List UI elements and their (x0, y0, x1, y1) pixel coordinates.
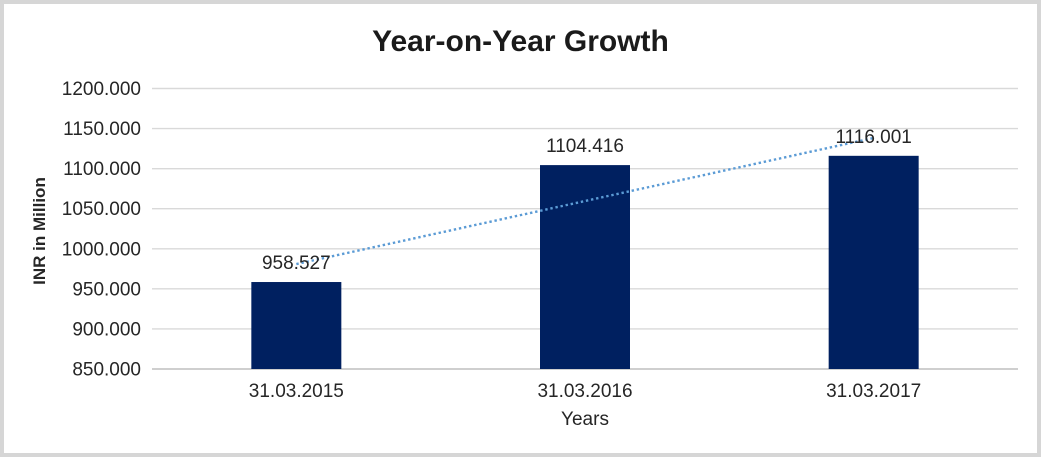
y-tick-label: 1100.000 (63, 159, 141, 180)
x-axis-title: Years (561, 409, 609, 430)
data-label: 1104.416 (546, 136, 624, 157)
x-tick-label: 31.03.2016 (537, 381, 632, 402)
y-tick-label: 900.000 (72, 319, 141, 340)
y-tick-label: 950.000 (72, 279, 141, 300)
bar (828, 155, 919, 369)
y-tick-label: 1150.000 (63, 119, 141, 140)
bar (540, 165, 630, 369)
data-label: 1116.001 (835, 127, 911, 148)
y-tick-label: 850.000 (72, 360, 141, 381)
bar (251, 282, 342, 369)
y-tick-label: 1000.000 (62, 239, 141, 260)
data-label: 958.527 (262, 253, 331, 274)
chart-title: Year-on-Year Growth (372, 25, 669, 58)
x-tick-label: 31.03.2017 (826, 381, 921, 402)
x-tick-label: 31.03.2015 (249, 381, 344, 402)
y-tick-label: 1200.000 (62, 79, 141, 100)
y-tick-label: 1050.000 (62, 199, 141, 220)
